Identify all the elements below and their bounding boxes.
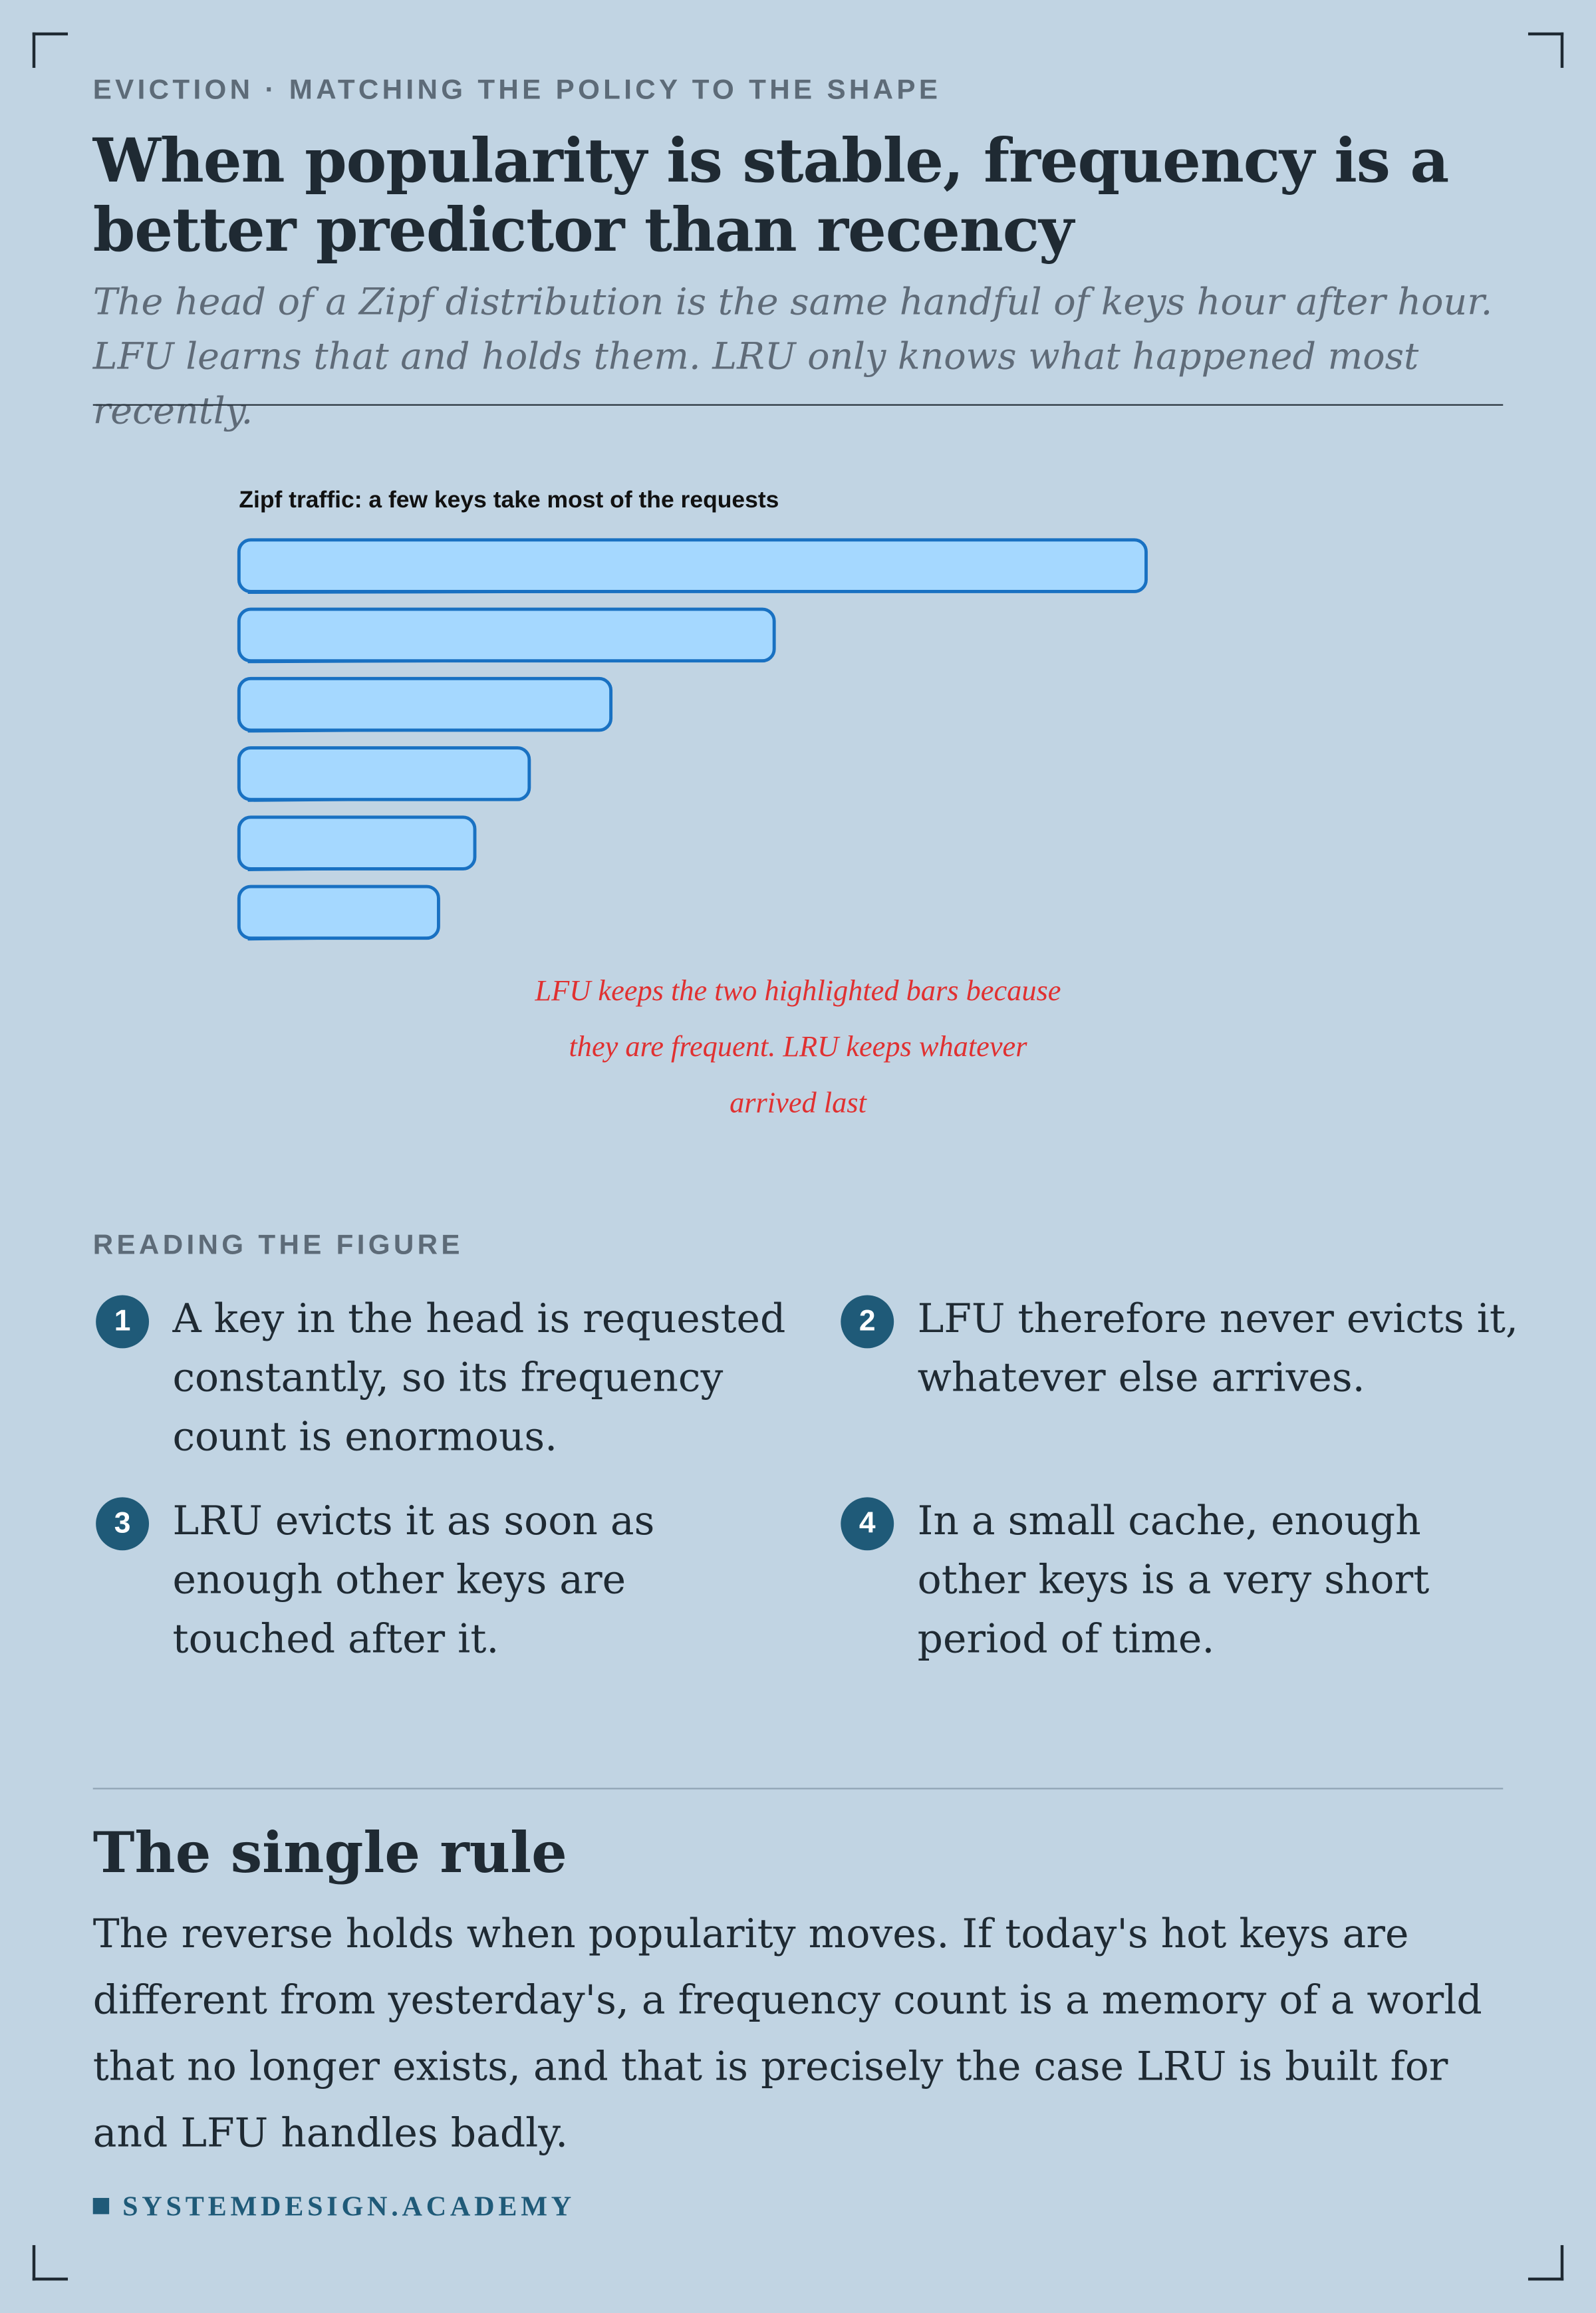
bar (237, 607, 776, 663)
reading-item: 2 LFU therefore never evicts it, whatever… (838, 1291, 1537, 1409)
subtitle: The head of a Zipf distribution is the s… (92, 280, 1493, 432)
footer: SYSTEMDESIGN.ACADEMY (92, 2192, 575, 2225)
bar (237, 538, 1148, 593)
item-text: A key in the head is requested constantl… (172, 1296, 786, 1460)
item-number: 3 (96, 1497, 150, 1551)
chart: Zipf traffic: a few keys take most of th… (237, 486, 1148, 941)
bar (237, 676, 613, 732)
corner-mark (32, 32, 68, 68)
brand: SYSTEMDESIGN.ACADEMY (122, 2192, 575, 2223)
item-number: 1 (96, 1295, 150, 1349)
bar-sketch (247, 867, 469, 872)
reading-item: 3 LRU evicts it as soon as enough other k… (93, 1493, 792, 1670)
item-text: LRU evicts it as soon as enough other ke… (172, 1498, 655, 1663)
corner-mark (32, 2245, 68, 2281)
bar (237, 746, 531, 801)
corner-mark (1528, 2245, 1564, 2281)
reading-item: 4 In a small cache, enough other keys is … (838, 1493, 1537, 1670)
brand-square (92, 2197, 110, 2215)
item-number: 2 (841, 1295, 894, 1349)
bar-sketch (247, 797, 523, 802)
rule-body: The reverse holds when popularity moves.… (92, 1911, 1482, 2157)
bar-sketch (247, 936, 433, 941)
item-number: 4 (841, 1497, 894, 1551)
kicker: EVICTION · MATCHING THE POLICY TO THE SH… (92, 75, 942, 106)
rule-heading: The single rule (92, 1818, 567, 1885)
reading-item: 1 A key in the head is requested constant… (93, 1291, 792, 1468)
section-heading: READING THE FIGURE (92, 1230, 464, 1262)
annotation: LFU keeps the two highlighted bars becau… (535, 975, 1061, 1120)
item-text: In a small cache, enough other keys is a… (917, 1498, 1430, 1663)
bar (237, 884, 440, 940)
bar-sketch (247, 659, 769, 664)
bar (237, 815, 477, 871)
title: When popularity is stable, frequency is … (92, 125, 1450, 266)
divider (92, 1788, 1504, 1790)
divider (92, 404, 1504, 406)
item-text: LFU therefore never evicts it, whatever … (917, 1296, 1519, 1402)
bar-sketch (247, 728, 605, 733)
chart-title: Zipf traffic: a few keys take most of th… (239, 486, 779, 513)
bar-sketch (247, 590, 1140, 595)
corner-mark (1528, 32, 1564, 68)
